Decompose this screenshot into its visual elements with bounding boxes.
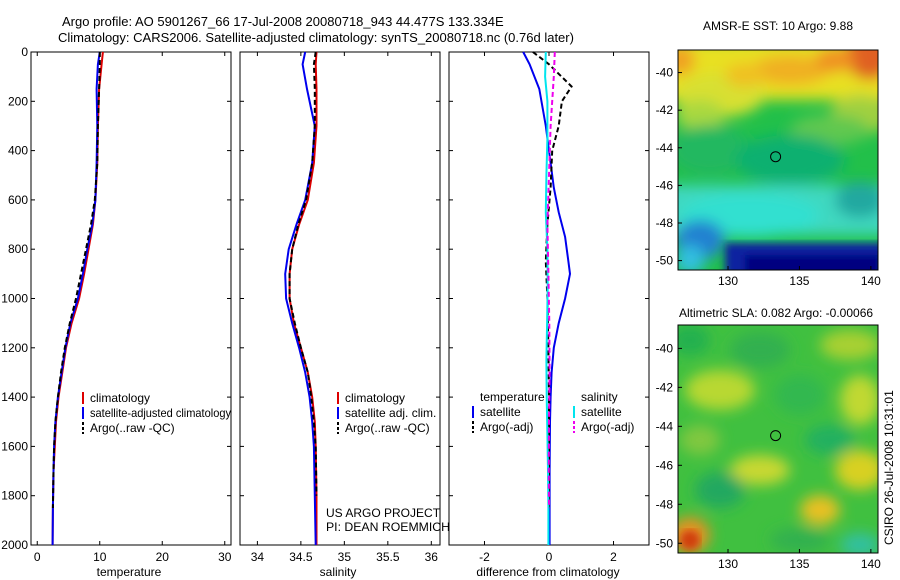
difference-depth-ticks xyxy=(449,51,649,546)
sla-map-ticks: 130 135 140 -40 -42 -44 -46 -48 -50 xyxy=(656,341,882,571)
temperature-ytick-label-10: 2000 xyxy=(1,538,28,552)
salinity-axes-frame xyxy=(239,51,441,546)
sst-ytick-label-1: -42 xyxy=(656,103,674,117)
temperature-axes-frame xyxy=(30,51,232,546)
difference-legend-header-temperature: temperature xyxy=(480,390,545,404)
sst-ytick-label-5: -50 xyxy=(656,254,674,268)
temperature-xtick-label-1: 10 xyxy=(93,550,107,564)
sst-xtick-label-0: 130 xyxy=(718,274,738,288)
sst-ytick-label-3: -46 xyxy=(656,178,674,192)
salinity-xtick-label-3: 35.5 xyxy=(376,550,400,564)
salinity-xtick-label-2: 35 xyxy=(338,550,352,564)
temperature-ytick-label-6: 1200 xyxy=(1,341,28,355)
sst-map-panel: AMSR-E SST: 10 Argo: 9.88 xyxy=(656,19,882,288)
sla-xtick-label-1: 135 xyxy=(789,557,809,571)
salinity-xtick-label-1: 34.5 xyxy=(289,550,313,564)
difference-xtick-label-2: 2 xyxy=(610,550,617,564)
sst-ytick-label-0: -40 xyxy=(656,66,674,80)
sla-xtick-label-0: 130 xyxy=(718,557,738,571)
csiro-timestamp: CSIRO 26-Jul-2008 10:31:01 xyxy=(882,390,896,545)
temperature-legend-climatology: climatology xyxy=(90,391,150,405)
salinity-xlabel: salinity xyxy=(320,565,357,579)
salinity-series-lines xyxy=(284,51,318,546)
temperature-ytick-label-2: 400 xyxy=(8,144,28,158)
sla-xtick-label-2: 140 xyxy=(861,557,881,571)
figure-title-line2: Climatology: CARS2006. Satellite-adjuste… xyxy=(58,30,574,45)
sla-ytick-label-5: -50 xyxy=(656,536,674,550)
temperature-ytick-label-9: 1800 xyxy=(1,489,28,503)
sst-heatmap-field xyxy=(678,50,878,270)
sst-map-ticks: 130 135 140 -40 -42 -44 -46 -48 -50 xyxy=(656,66,882,288)
difference-legend-temp-argo: Argo(-adj) xyxy=(480,420,533,434)
temperature-ytick-label-3: 600 xyxy=(8,193,28,207)
temperature-depth-ticks: 0 200 400 600 800 1000 1200 1400 1600 1800 2000 xyxy=(1,45,231,552)
difference-profile-panel: -2 0 2 difference from climatology tempera… xyxy=(448,51,650,579)
temperature-series-line-2 xyxy=(51,52,101,509)
sst-map-frame xyxy=(677,49,879,271)
sla-ytick-label-0: -40 xyxy=(656,341,674,355)
project-label-line2: PI: DEAN ROEMMICH xyxy=(326,520,450,534)
sla-ytick-label-1: -42 xyxy=(656,380,674,394)
salinity-legend-satellite: satellite adj. clim. xyxy=(345,406,436,420)
difference-series-lines xyxy=(522,51,573,545)
figure-title-line1: Argo profile: AO 5901267_66 17-Jul-2008 … xyxy=(62,14,504,29)
sla-ytick-label-3: -46 xyxy=(656,458,674,472)
salinity-series-line-2 xyxy=(288,51,318,496)
temperature-profile-panel: 0 200 400 600 800 1000 1200 1400 1600 1800 2000 0 1… xyxy=(1,45,231,579)
temperature-ytick-label-0: 0 xyxy=(21,45,28,59)
salinity-legend-climatology: climatology xyxy=(345,391,405,405)
sla-float-location-marker xyxy=(770,430,782,442)
project-label-line1: US ARGO PROJECT xyxy=(326,506,441,520)
sst-map-title: AMSR-E SST: 10 Argo: 9.88 xyxy=(703,19,853,33)
temperature-x-ticks: 0 10 20 30 xyxy=(34,52,232,564)
salinity-profile-panel: 34 34.5 35 35.5 36 salinity climatology sate… xyxy=(239,51,450,579)
temperature-ytick-label-7: 1400 xyxy=(1,390,28,404)
salinity-series-line-1 xyxy=(284,51,317,546)
difference-xlabel: difference from climatology xyxy=(476,565,619,579)
temperature-ytick-label-1: 200 xyxy=(8,94,28,108)
sla-map-title: Altimetric SLA: 0.082 Argo: -0.00066 xyxy=(679,306,873,320)
difference-legend-sal-satellite: satellite xyxy=(581,405,622,419)
sla-ytick-label-2: -44 xyxy=(656,419,674,433)
difference-xtick-label-1: 0 xyxy=(546,550,553,564)
sla-heatmap-field xyxy=(678,325,878,553)
difference-series-line-0 xyxy=(522,51,572,545)
temperature-legend: climatology satellite-adjusted climatolo… xyxy=(82,391,231,435)
difference-legend-temp-satellite: satellite xyxy=(480,405,521,419)
temperature-ytick-label-8: 1600 xyxy=(1,439,28,453)
temperature-xtick-label-3: 30 xyxy=(218,550,232,564)
sst-xtick-label-2: 140 xyxy=(861,274,881,288)
difference-legend-header-salinity: salinity xyxy=(581,390,618,404)
temperature-series-lines xyxy=(51,51,104,546)
difference-legend-sal-argo: Argo(-adj) xyxy=(581,420,634,434)
salinity-legend-argo: Argo(..raw -QC) xyxy=(345,421,430,435)
temperature-ytick-label-4: 800 xyxy=(8,242,28,256)
salinity-legend: climatology satellite adj. clim. Argo(..… xyxy=(337,391,436,435)
difference-xtick-label-0: -2 xyxy=(479,550,490,564)
salinity-depth-ticks xyxy=(240,51,440,546)
sla-ytick-label-4: -48 xyxy=(656,497,674,511)
temperature-xtick-label-2: 20 xyxy=(156,550,170,564)
difference-legend: temperature satellite Argo(-adj) salinit… xyxy=(472,390,634,434)
temperature-legend-argo: Argo(..raw -QC) xyxy=(90,421,175,435)
temperature-xtick-label-0: 0 xyxy=(34,550,41,564)
difference-series-line-3 xyxy=(546,51,556,509)
sla-map-panel: Altimetric SLA: 0.082 Argo: -0.00066 xyxy=(656,306,882,571)
salinity-xtick-label-0: 34 xyxy=(251,550,265,564)
temperature-ytick-label-5: 1000 xyxy=(1,292,28,306)
sst-xtick-label-1: 135 xyxy=(789,274,809,288)
temperature-legend-satellite: satellite-adjusted climatology xyxy=(90,406,231,420)
sst-float-location-marker xyxy=(770,151,782,163)
sst-ytick-label-4: -48 xyxy=(656,216,674,230)
salinity-xtick-label-4: 36 xyxy=(425,550,439,564)
temperature-xlabel: temperature xyxy=(97,565,162,579)
sla-map-frame xyxy=(677,324,879,554)
salinity-x-ticks: 34 34.5 35 35.5 36 xyxy=(251,52,439,564)
sst-ytick-label-2: -44 xyxy=(656,141,674,155)
